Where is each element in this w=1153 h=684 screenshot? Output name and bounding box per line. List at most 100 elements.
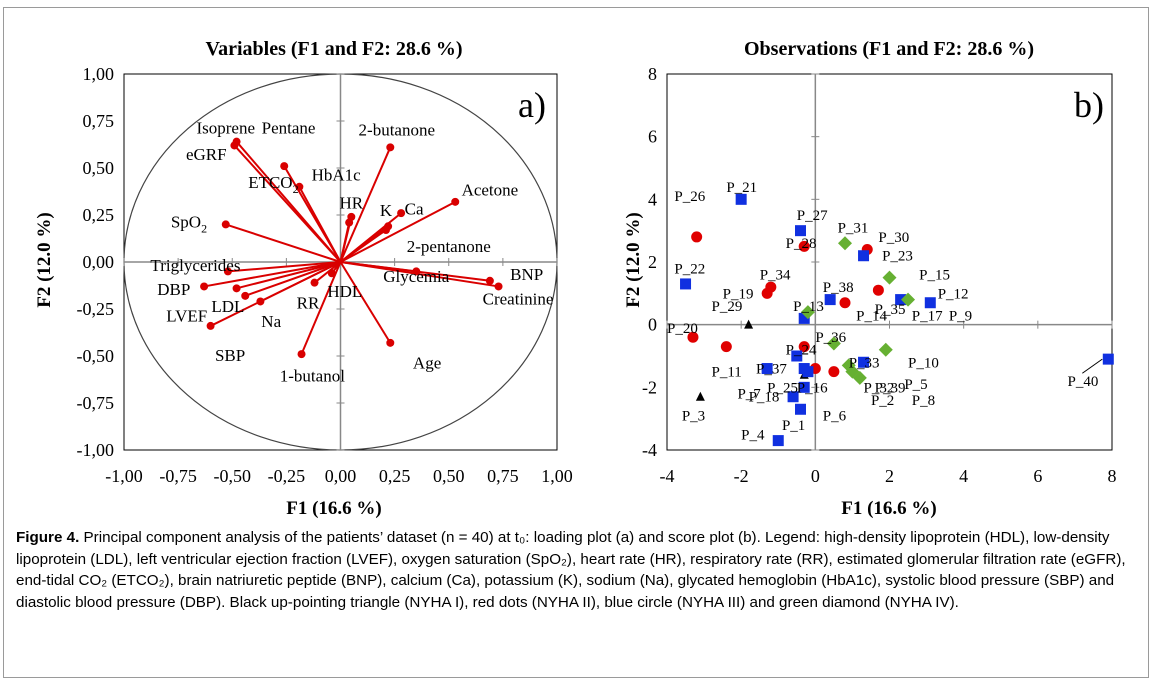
loading-vector-label: 2-butanone (359, 120, 435, 139)
score-plot-panel: Observations (F1 and F2: 28.6 %) F1 (16.… (623, 38, 1117, 519)
score-y-tick-label: 0 (648, 315, 657, 335)
nyha-iii-point (795, 225, 806, 237)
score-plot-xlabel: F1 (16.6 %) (841, 498, 937, 519)
loading-plot-area: -1,00 -0,75 -0,50 -0,25 0,00 0,25 0,50 0,75 1,00… (77, 64, 573, 486)
loading-vector-point (384, 222, 393, 231)
loading-y-tick-label: 0,50 (83, 158, 115, 178)
nyha-iv-point (878, 342, 893, 357)
loading-y-tick-label: -0,75 (77, 393, 115, 413)
nyha-iii-point (1102, 353, 1114, 365)
loading-x-tick-label: -0,50 (214, 466, 252, 486)
score-plot-title: Observations (F1 and F2: 28.6 %) (744, 38, 1034, 60)
nyha-iv-point (838, 236, 852, 251)
nyha-iii-point (761, 363, 773, 375)
loading-vector-label: Na (261, 312, 281, 331)
point-label: P_12 (938, 286, 969, 302)
loading-vector-label: Isoprene (196, 119, 255, 138)
score-x-tick-label: 2 (885, 466, 894, 486)
loading-vector-label: 2-pentanone (407, 237, 491, 256)
score-x-tick-label: 8 (1108, 466, 1117, 486)
loading-vector-label: HDL (327, 282, 362, 301)
nyha-ii-point (691, 231, 703, 243)
loading-vector (339, 225, 389, 263)
point-label: P_10 (908, 355, 939, 371)
loading-x-tick-label: 0,50 (433, 466, 465, 486)
point-label: P_13 (793, 299, 824, 315)
score-plot-ylabel: F2 (12.0 %) (623, 212, 644, 308)
loading-x-tick-label: -0,25 (268, 466, 306, 486)
loading-plot-title: Variables (F1 and F2: 28.6 %) (205, 38, 462, 60)
loading-vector-point (295, 182, 304, 191)
point-label: P_37 (756, 362, 787, 378)
point-label: P_32 (864, 380, 895, 396)
loading-vector (313, 261, 342, 284)
score-y-tick-label: 2 (648, 252, 657, 272)
caption-text: Principal component analysis of the pati… (16, 529, 1126, 611)
loading-vector (233, 144, 342, 263)
nyha-ii-point (720, 341, 732, 353)
loading-x-tick-label: -0,75 (159, 466, 197, 486)
point-label: P_28 (786, 236, 817, 252)
loading-vector (203, 261, 341, 288)
point-label: P_8 (912, 393, 935, 409)
loading-vector-label: LVEF (166, 307, 207, 326)
nyha-ii-point (798, 240, 810, 252)
point-label: P_23 (882, 249, 913, 265)
loading-vector-point (232, 284, 241, 293)
loading-vector-point (200, 282, 209, 291)
loading-vector (340, 200, 456, 263)
point-label: P_38 (823, 280, 854, 296)
loading-vector-label: Acetone (462, 181, 519, 200)
loading-vector-label: SBP (215, 346, 245, 365)
nyha-iii-point (787, 391, 799, 403)
point-label: P_14 (856, 308, 887, 324)
figure-caption: Figure 4. Principal component analysis o… (16, 527, 1136, 613)
loading-vector-point (206, 321, 215, 330)
score-plot-area: -4 -2 0 2 4 6 8 8 6 4 2 0 -2 -4 P_21 P_26 P_27 P_31 P_28 P_… (642, 64, 1117, 486)
loading-vector (244, 261, 341, 297)
point-label: P_31 (838, 221, 869, 237)
nyha-ii-point (765, 281, 777, 293)
nyha-iii-point (772, 435, 784, 447)
loading-vector-point (241, 291, 250, 300)
nyha-iii-point (735, 193, 747, 205)
point-label: P_9 (949, 308, 972, 324)
score-x-tick-label: -4 (660, 466, 675, 486)
loading-vector-point (397, 209, 406, 218)
point-label: P_34 (760, 268, 791, 284)
score-plot-panel-label: b) (1074, 85, 1104, 125)
nyha-iv-point (800, 305, 815, 320)
score-y-tick-label: 8 (648, 64, 657, 84)
loading-vector-label: eGRF (186, 145, 227, 164)
point-label: P_16 (797, 380, 828, 396)
loading-vector-point (451, 197, 460, 206)
point-label: P_33 (849, 355, 880, 371)
nyha-ii-point (687, 331, 699, 343)
nyha-iii-point (858, 250, 870, 262)
loading-vector-label: HbA1c (312, 166, 362, 185)
loading-plot-ylabel: F2 (12.0 %) (34, 212, 55, 308)
loading-vector (236, 261, 341, 290)
loading-vector-label: SpO2 (171, 213, 207, 236)
loading-vector (298, 186, 342, 263)
loading-vector-label: LDL (211, 297, 244, 316)
nyha-iv-point (882, 270, 897, 285)
loading-vector-label: Glycemia (383, 267, 450, 286)
point-label: P_29 (712, 299, 743, 315)
loading-y-tick-label: -1,00 (77, 440, 115, 460)
loading-vector-point (386, 143, 395, 152)
nyha-i-point (744, 319, 754, 329)
score-x-tick-label: 4 (959, 466, 968, 486)
point-label: P_20 (667, 321, 698, 337)
loading-vector-point (345, 218, 354, 227)
point-label: P_35 (875, 302, 906, 318)
point-label: P_19 (723, 286, 754, 302)
score-y-tick-label: -2 (642, 377, 657, 397)
point-label: P_26 (674, 189, 705, 205)
loading-y-tick-label: 1,00 (83, 64, 115, 84)
loading-vector-label: Ca (405, 199, 424, 218)
nyha-iii-point (798, 312, 810, 324)
loading-vector (210, 261, 341, 327)
point-label: P_22 (674, 261, 705, 277)
loading-vector-point (230, 141, 239, 150)
